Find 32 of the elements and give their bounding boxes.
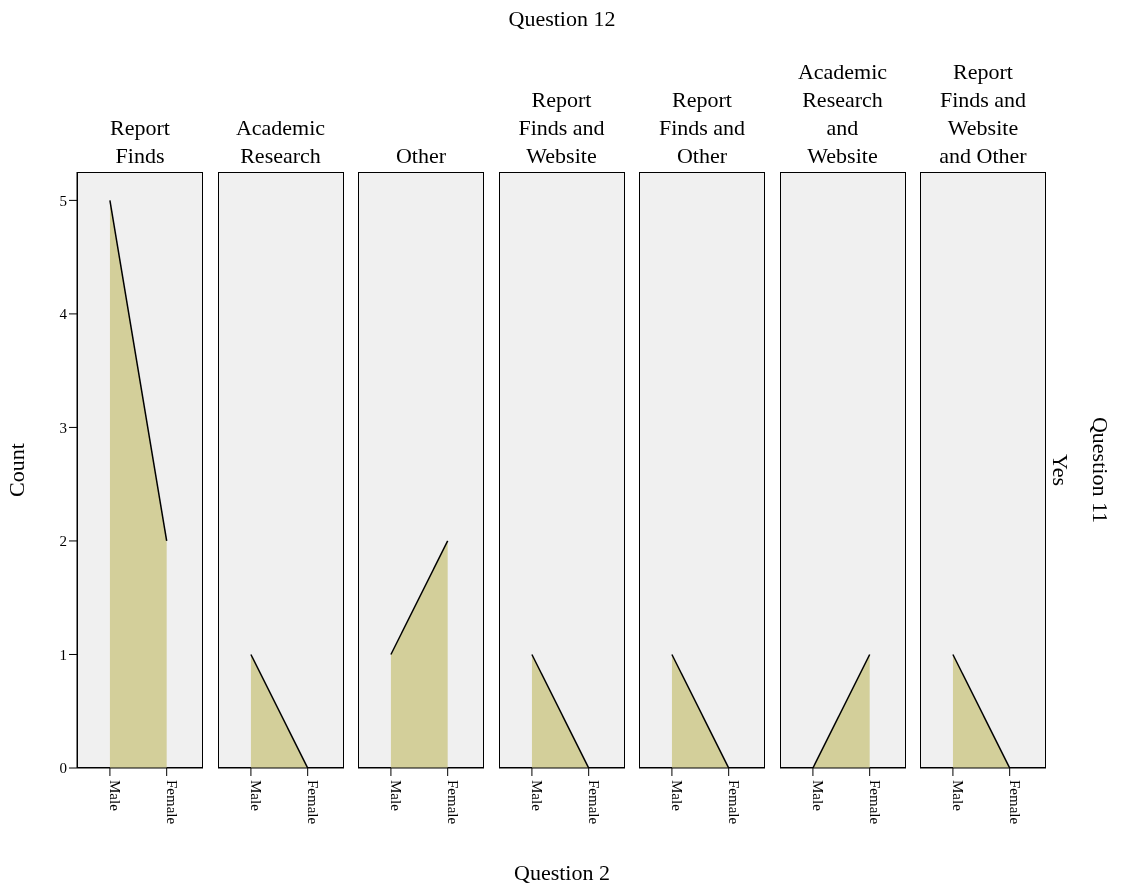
y-tick-label: 5	[59, 192, 67, 209]
x-tick-label: Female	[725, 780, 742, 825]
chart-title: Report Finds and Website and Other	[938, 58, 1028, 170]
chart-title: Other	[394, 142, 448, 170]
x-tick-label: Male	[528, 780, 545, 812]
x-tick-label: Female	[866, 780, 883, 825]
x-tick-label: Male	[106, 780, 123, 812]
chart-title: Report Finds and Other	[657, 86, 747, 170]
x-tick-label: Male	[387, 780, 404, 812]
y-tick-label: 0	[59, 760, 67, 777]
y-tick-label: 1	[59, 646, 67, 663]
x-tick-label: Female	[304, 780, 321, 825]
chart-title: Academic Research and Website	[796, 58, 889, 170]
x-tick-label: Male	[809, 780, 826, 812]
y-tick-label: 4	[59, 306, 68, 323]
text: Question 2	[513, 860, 611, 886]
chart-title: Academic Research	[234, 114, 327, 170]
y-axis-title: Count	[3, 442, 30, 499]
y-tick-label: 2	[59, 533, 67, 550]
text: Yes	[1047, 453, 1074, 488]
x-tick-label: Female	[444, 780, 461, 825]
x-tick-label: Female	[163, 780, 180, 825]
chart-title: Report Finds and Website	[517, 86, 606, 170]
y-tick-label: 3	[59, 419, 67, 436]
text: Question 12	[507, 6, 617, 32]
x-tick-label: Male	[247, 780, 264, 812]
x-tick-label: Male	[668, 780, 685, 812]
text: Question 11	[1087, 415, 1114, 526]
x-tick-label: Female	[1006, 780, 1023, 825]
x-tick-label: Female	[585, 780, 602, 825]
chart-title: Report Finds	[109, 114, 171, 170]
x-tick-label: Male	[949, 780, 966, 812]
